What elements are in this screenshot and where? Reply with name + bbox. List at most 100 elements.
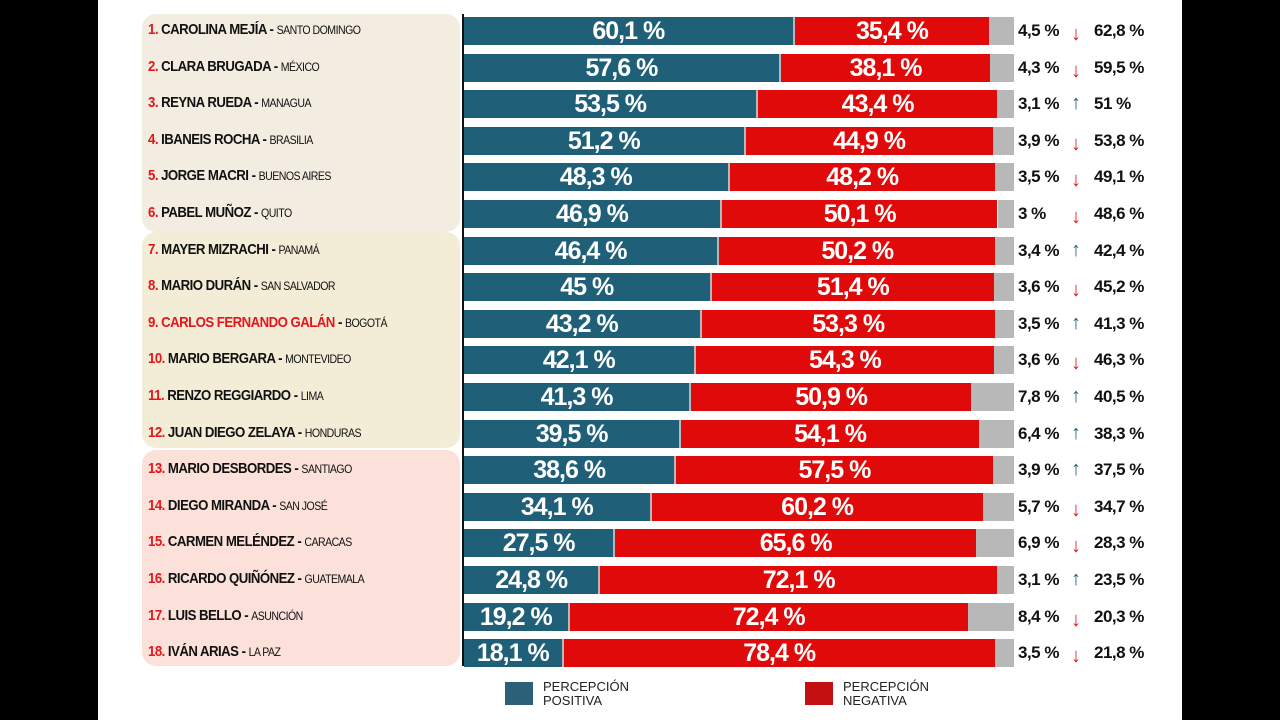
previous-value: 38,3 % bbox=[1094, 423, 1144, 443]
rank: 9. bbox=[148, 313, 158, 331]
previous-value: 21,8 % bbox=[1094, 643, 1144, 663]
bar-positive: 60,1 % bbox=[464, 17, 795, 45]
other-value: 5,7 % bbox=[1018, 496, 1059, 516]
rank: 14. bbox=[148, 496, 165, 514]
chart-row: 8. MARIO DURÁN - SAN SALVADOR 45 % 51,4 % 3… bbox=[0, 269, 1280, 305]
mayor-name: IVÁN ARIAS bbox=[167, 643, 239, 661]
arrow-down-icon: ↓ bbox=[1071, 59, 1081, 82]
rank: 1. bbox=[148, 21, 158, 38]
row-label: 11. RENZO REGGIARDO - LIMA bbox=[148, 387, 324, 404]
mayor-name: IBANEIS ROCHA bbox=[161, 130, 260, 148]
city-name: BRASILIA bbox=[269, 132, 314, 147]
bar-other bbox=[994, 346, 1014, 375]
mayor-name: MARIO BERGARA bbox=[167, 350, 276, 368]
bar-other bbox=[989, 17, 1014, 45]
mayor-name: RENZO REGGIARDO bbox=[167, 387, 291, 404]
arrow-up-icon: ↑ bbox=[1071, 92, 1081, 115]
row-label: 17. LUIS BELLO - ASUNCIÓN bbox=[148, 606, 303, 624]
chart-row: 10. MARIO BERGARA - MONTEVIDEO 42,1 % 54,3… bbox=[0, 342, 1280, 378]
previous-value: 37,5 % bbox=[1094, 460, 1144, 480]
bar-positive: 41,3 % bbox=[464, 383, 692, 411]
bar-negative: 54,3 % bbox=[695, 346, 995, 375]
bar-negative: 65,6 % bbox=[615, 529, 977, 558]
arrow-up-icon: ↑ bbox=[1071, 421, 1081, 444]
bar-negative: 57,5 % bbox=[676, 456, 993, 485]
row-label: 18. IVÁN ARIAS - LA PAZ bbox=[148, 643, 281, 661]
bar-positive: 34,1 % bbox=[464, 492, 652, 521]
mayor-name: LUIS BELLO bbox=[167, 606, 242, 624]
other-value: 3,5 % bbox=[1018, 643, 1059, 663]
bar-other bbox=[978, 419, 1014, 448]
bar-positive: 38,6 % bbox=[464, 456, 677, 485]
city-name: SANTIAGO bbox=[301, 462, 352, 477]
bar-positive: 46,9 % bbox=[464, 200, 722, 228]
arrow-down-icon: ↓ bbox=[1071, 498, 1081, 521]
row-label: 3. REYNA RUEDA - MANAGUA bbox=[148, 94, 312, 112]
chart-row: 1. CAROLINA MEJÍA - SANTO DOMINGO 60,1 % 3… bbox=[0, 13, 1280, 49]
other-value: 3,5 % bbox=[1018, 167, 1059, 187]
city-name: MÉXICO bbox=[280, 59, 320, 74]
other-value: 3,6 % bbox=[1018, 350, 1059, 370]
bar-negative: 43,4 % bbox=[758, 90, 997, 119]
bar-other bbox=[997, 200, 1014, 228]
mayor-name: DIEGO MIRANDA bbox=[167, 496, 270, 514]
previous-value: 59,5 % bbox=[1094, 57, 1144, 77]
y-axis-line bbox=[462, 14, 464, 666]
chart-row: 9. CARLOS FERNANDO GALÁN - BOGOTÁ 43,2 % 5… bbox=[0, 306, 1280, 342]
arrow-down-icon: ↓ bbox=[1071, 23, 1081, 45]
rank: 8. bbox=[148, 277, 158, 295]
bar-positive: 18,1 % bbox=[464, 639, 564, 668]
row-label: 14. DIEGO MIRANDA - SAN JOSÉ bbox=[148, 496, 328, 514]
city-name: ASUNCIÓN bbox=[251, 608, 303, 623]
bar-negative: 44,9 % bbox=[745, 126, 993, 155]
previous-value: 45,2 % bbox=[1094, 277, 1144, 297]
bar-positive: 53,5 % bbox=[464, 90, 759, 119]
city-name: LIMA bbox=[300, 389, 324, 403]
bar-other bbox=[976, 529, 1014, 558]
arrow-down-icon: ↓ bbox=[1071, 535, 1081, 558]
mayor-name: JORGE MACRI bbox=[161, 167, 249, 185]
city-name: GUATEMALA bbox=[304, 572, 365, 586]
city-name: MONTEVIDEO bbox=[285, 352, 351, 367]
bar-other bbox=[994, 163, 1014, 192]
bar-other bbox=[990, 53, 1014, 82]
previous-value: 28,3 % bbox=[1094, 533, 1144, 553]
row-label: 13. MARIO DESBORDES - SANTIAGO bbox=[148, 460, 352, 478]
bar-other bbox=[967, 602, 1014, 631]
arrow-up-icon: ↑ bbox=[1071, 568, 1081, 590]
city-name: BUENOS AIRES bbox=[258, 169, 332, 184]
bar-other bbox=[996, 566, 1014, 594]
bar-other bbox=[994, 309, 1014, 338]
bar-negative: 50,9 % bbox=[691, 383, 972, 411]
row-label: 7. MAYER MIZRACHI - PANAMÁ bbox=[148, 240, 320, 258]
other-value: 6,9 % bbox=[1018, 533, 1059, 553]
rank: 16. bbox=[148, 570, 165, 587]
other-value: 8,4 % bbox=[1018, 606, 1059, 626]
rank: 12. bbox=[148, 423, 165, 441]
other-value: 3 % bbox=[1018, 204, 1046, 223]
legend-label-negative: PERCEPCIÓN NEGATIVA bbox=[843, 679, 929, 708]
bar-negative: 38,1 % bbox=[780, 53, 991, 82]
mayor-name: PABEL MUÑOZ bbox=[161, 204, 251, 221]
previous-value: 62,8 % bbox=[1094, 21, 1144, 40]
group-box-2 bbox=[142, 232, 460, 448]
arrow-down-icon: ↓ bbox=[1071, 645, 1081, 668]
bar-negative: 53,3 % bbox=[701, 309, 995, 338]
mayor-name: MARIO DESBORDES bbox=[167, 460, 292, 478]
city-name: SANTO DOMINGO bbox=[276, 23, 361, 37]
chart-row: 4. IBANEIS ROCHA - BRASILIA 51,2 % 44,9 % 3… bbox=[0, 123, 1280, 159]
mayor-name: JUAN DIEGO ZELAYA bbox=[167, 423, 295, 441]
legend-swatch-negative bbox=[805, 682, 833, 705]
chart-row: 11. RENZO REGGIARDO - LIMA 41,3 % 50,9 % 7,… bbox=[0, 379, 1280, 415]
rank: 17. bbox=[148, 606, 165, 624]
chart-row: 18. IVÁN ARIAS - LA PAZ 18,1 % 78,4 % 3,5 %… bbox=[0, 635, 1280, 671]
rank: 10. bbox=[148, 350, 165, 368]
bar-negative: 72,1 % bbox=[600, 566, 997, 594]
other-value: 3,9 % bbox=[1018, 130, 1059, 150]
other-value: 3,1 % bbox=[1018, 94, 1059, 114]
arrow-up-icon: ↑ bbox=[1071, 385, 1081, 407]
previous-value: 40,5 % bbox=[1094, 387, 1144, 406]
bar-positive: 45 % bbox=[464, 273, 712, 302]
chart-row: 15. CARMEN MELÉNDEZ - CARACAS 27,5 % 65,6 … bbox=[0, 525, 1280, 561]
rank: 6. bbox=[148, 204, 158, 221]
